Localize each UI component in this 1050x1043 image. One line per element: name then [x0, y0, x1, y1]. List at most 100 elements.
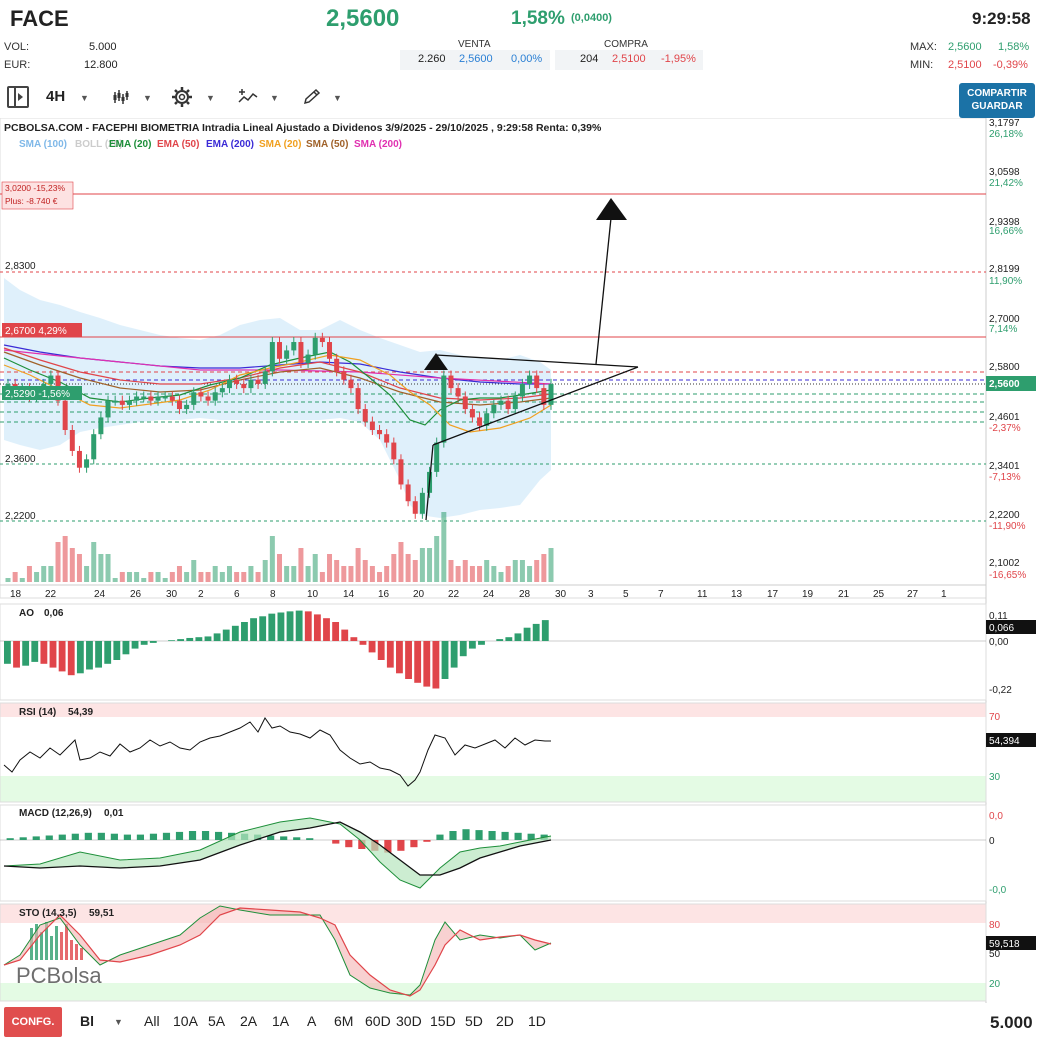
- timeframe-select[interactable]: 4H: [46, 88, 66, 105]
- volume-bar: [548, 548, 554, 582]
- volume-bar: [519, 560, 525, 582]
- venta-label: VENTA: [458, 39, 491, 50]
- ao-bar: [250, 618, 257, 641]
- ao-bar: [286, 611, 294, 641]
- arrow-head-up-icon: [596, 198, 627, 220]
- macd-value: 0,01: [104, 808, 124, 819]
- volume-bar: [305, 566, 311, 582]
- period-button[interactable]: 10A: [173, 1013, 198, 1029]
- x-tick-label: 30: [166, 589, 178, 600]
- mode-select[interactable]: Bl: [80, 1013, 94, 1029]
- chevron-down-icon[interactable]: ▼: [143, 93, 152, 103]
- panel-toggle-icon[interactable]: [7, 86, 29, 108]
- period-button[interactable]: 15D: [430, 1013, 456, 1029]
- x-tick-label: 14: [343, 589, 355, 600]
- ao-bar: [304, 611, 312, 641]
- period-button[interactable]: 1A: [272, 1013, 290, 1029]
- macd-bar: [136, 834, 145, 840]
- period-button[interactable]: 6M: [334, 1013, 354, 1029]
- volume-series: [5, 512, 554, 582]
- chevron-down-icon[interactable]: ▼: [270, 93, 279, 103]
- candlestick-icon[interactable]: [112, 88, 130, 110]
- period-button[interactable]: 30D: [396, 1013, 422, 1029]
- price-label-2529: 2,5290 -1,56%: [5, 389, 70, 400]
- sto-axis-50: 50: [989, 949, 1001, 960]
- pencil-icon[interactable]: [302, 88, 322, 111]
- candle-body: [234, 379, 240, 384]
- candle-body: [76, 450, 82, 468]
- rsi-axis-current: 54,394: [989, 736, 1020, 747]
- period-button[interactable]: 5D: [465, 1013, 483, 1029]
- sto-bar: [55, 926, 58, 960]
- rsi-label: RSI (14): [19, 707, 56, 718]
- candle-body: [448, 375, 454, 389]
- volume-bar: [76, 554, 82, 582]
- x-tick-label: 28: [519, 589, 531, 600]
- chevron-down-icon[interactable]: ▼: [333, 93, 342, 103]
- volume-bar: [491, 566, 497, 582]
- macd-axis-bottom: -0,0: [989, 885, 1007, 896]
- volume-bar: [184, 572, 190, 582]
- gear-icon[interactable]: [171, 86, 193, 113]
- x-tick-label: 3: [588, 589, 594, 600]
- ao-bar: [222, 629, 230, 641]
- share-label: COMPARTIR: [967, 88, 1027, 99]
- ao-bar: [195, 637, 203, 641]
- macd-signal-line: [3, 821, 552, 876]
- config-button[interactable]: CONFG.: [4, 1007, 62, 1037]
- volume-bar: [434, 536, 440, 582]
- ao-bar: [122, 641, 130, 655]
- period-button[interactable]: All: [144, 1013, 160, 1029]
- chevron-down-icon[interactable]: ▼: [80, 93, 89, 103]
- ao-bar: [478, 641, 485, 645]
- macd-bar: [19, 837, 27, 840]
- legend-item: EMA (20): [109, 139, 151, 150]
- chart-area[interactable]: 3,0200 -15,23% Plus: -8.740 € 2,8300 2,6…: [0, 118, 1050, 1003]
- legend-item: EMA (200): [206, 139, 254, 150]
- volume-bar: [134, 572, 140, 582]
- period-button[interactable]: 5A: [208, 1013, 226, 1029]
- price-label-3020: 3,0200 -15,23%: [5, 183, 65, 193]
- candle-body: [462, 396, 468, 410]
- x-tick-label: 1: [941, 589, 947, 600]
- macd-bar: [84, 832, 92, 840]
- price-label-3020-plus: Plus: -8.740 €: [5, 196, 58, 206]
- ao-bar: [450, 641, 458, 668]
- chevron-down-icon[interactable]: ▼: [206, 93, 215, 103]
- y-tick-label: 2,3401: [989, 461, 1020, 472]
- volume-bar: [162, 578, 168, 582]
- indicators-icon[interactable]: [238, 88, 258, 111]
- volume-bar: [484, 560, 490, 582]
- compra-pct: -1,95%: [661, 53, 696, 65]
- volume-bar: [12, 572, 18, 582]
- macd-bar: [345, 840, 353, 848]
- candle-body: [141, 396, 147, 399]
- volume-bar: [112, 578, 118, 582]
- chevron-down-icon[interactable]: ▼: [114, 1017, 123, 1027]
- x-tick-label: 25: [873, 589, 885, 600]
- macd-bar: [462, 829, 470, 840]
- min-price: 2,5100: [948, 59, 982, 71]
- ao-bar: [104, 641, 112, 664]
- volume-bar: [141, 578, 147, 582]
- compra-qty: 204: [580, 53, 599, 65]
- period-button[interactable]: A: [307, 1013, 317, 1029]
- candle-body: [491, 404, 497, 414]
- share-save-button[interactable]: COMPARTIR GUARDAR: [959, 83, 1035, 118]
- period-button[interactable]: 1D: [528, 1013, 546, 1029]
- candle-body: [369, 421, 375, 430]
- volume-bar: [441, 512, 447, 582]
- volume-bar: [377, 572, 383, 582]
- volume-bar: [541, 554, 547, 582]
- period-button[interactable]: 2D: [496, 1013, 514, 1029]
- sto-bar: [80, 948, 83, 960]
- volume-bar: [105, 554, 111, 582]
- x-tick-label: 19: [802, 589, 814, 600]
- macd-label: MACD (12,26,9): [19, 808, 92, 819]
- macd-bar: [162, 832, 171, 840]
- ao-bar: [149, 641, 157, 643]
- volume-bar: [448, 560, 454, 582]
- period-button[interactable]: 2A: [240, 1013, 258, 1029]
- period-button[interactable]: 60D: [365, 1013, 391, 1029]
- save-label: GUARDAR: [971, 101, 1023, 112]
